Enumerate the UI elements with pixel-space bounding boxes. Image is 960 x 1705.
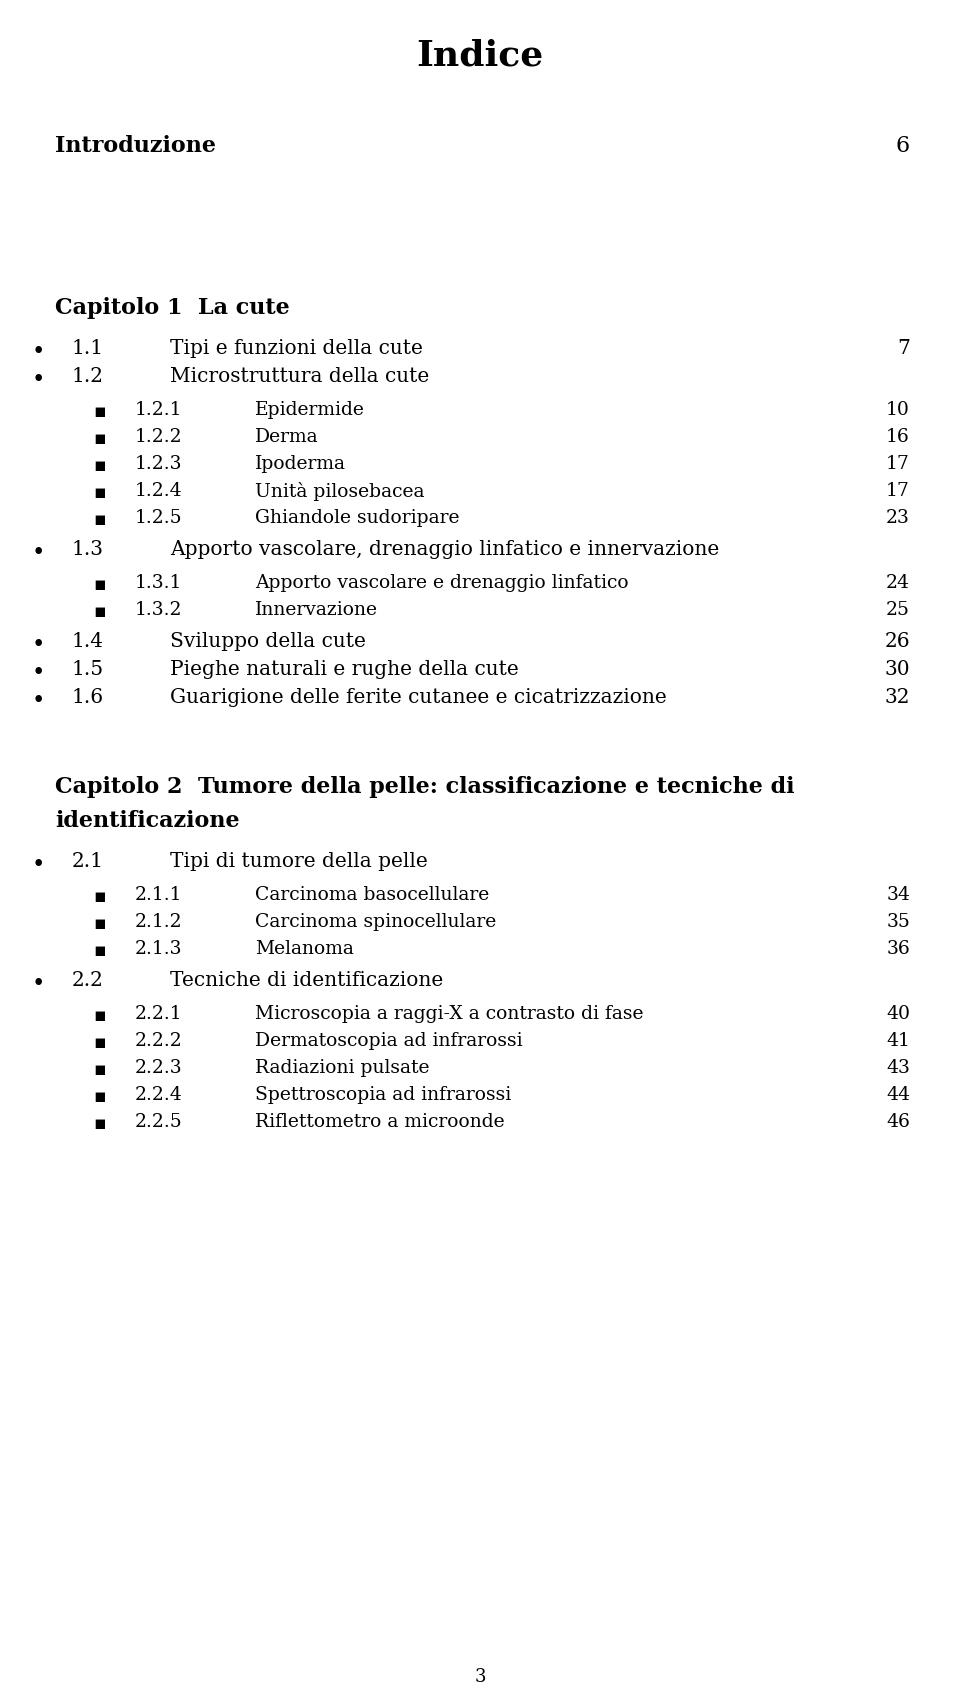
Text: 1.2.2: 1.2.2 bbox=[135, 428, 182, 447]
Text: •: • bbox=[32, 341, 45, 363]
Text: Ipoderma: Ipoderma bbox=[255, 455, 346, 472]
Text: 2.1.3: 2.1.3 bbox=[135, 939, 182, 958]
Text: Guarigione delle ferite cutanee e cicatrizzazione: Guarigione delle ferite cutanee e cicatr… bbox=[170, 689, 667, 708]
Text: •: • bbox=[32, 854, 45, 876]
Text: 23: 23 bbox=[886, 510, 910, 527]
Text: 34: 34 bbox=[886, 887, 910, 904]
Text: 1.3: 1.3 bbox=[72, 540, 104, 559]
Text: Dermatoscopia ad infrarossi: Dermatoscopia ad infrarossi bbox=[255, 1032, 522, 1050]
Text: ▪: ▪ bbox=[94, 484, 107, 501]
Text: 26: 26 bbox=[884, 633, 910, 651]
Text: 1.2.5: 1.2.5 bbox=[135, 510, 182, 527]
Text: Spettroscopia ad infrarossi: Spettroscopia ad infrarossi bbox=[255, 1086, 512, 1105]
Text: ▪: ▪ bbox=[94, 457, 107, 476]
Text: 30: 30 bbox=[884, 660, 910, 679]
Text: 2.2.5: 2.2.5 bbox=[135, 1113, 182, 1130]
Text: 3: 3 bbox=[474, 1667, 486, 1686]
Text: •: • bbox=[32, 368, 45, 390]
Text: 2.2: 2.2 bbox=[72, 972, 104, 991]
Text: •: • bbox=[32, 634, 45, 656]
Text: Apporto vascolare, drenaggio linfatico e innervazione: Apporto vascolare, drenaggio linfatico e… bbox=[170, 540, 719, 559]
Text: Ghiandole sudoripare: Ghiandole sudoripare bbox=[255, 510, 460, 527]
Text: 2.2.3: 2.2.3 bbox=[135, 1059, 182, 1078]
Text: 2.2.2: 2.2.2 bbox=[135, 1032, 182, 1050]
Text: 43: 43 bbox=[886, 1059, 910, 1078]
Text: Pieghe naturali e rughe della cute: Pieghe naturali e rughe della cute bbox=[170, 660, 518, 679]
Text: •: • bbox=[32, 662, 45, 684]
Text: •: • bbox=[32, 974, 45, 996]
Text: ▪: ▪ bbox=[94, 1008, 107, 1025]
Text: 1.1: 1.1 bbox=[72, 339, 104, 358]
Text: ▪: ▪ bbox=[94, 1033, 107, 1052]
Text: Microscopia a raggi-X a contrasto di fase: Microscopia a raggi-X a contrasto di fas… bbox=[255, 1004, 643, 1023]
Text: Derma: Derma bbox=[255, 428, 319, 447]
Text: ▪: ▪ bbox=[94, 430, 107, 448]
Text: 25: 25 bbox=[886, 600, 910, 619]
Text: Apporto vascolare e drenaggio linfatico: Apporto vascolare e drenaggio linfatico bbox=[255, 575, 629, 592]
Text: Tecniche di identificazione: Tecniche di identificazione bbox=[170, 972, 444, 991]
Text: Microstruttura della cute: Microstruttura della cute bbox=[170, 367, 429, 385]
Text: 46: 46 bbox=[886, 1113, 910, 1130]
Text: Sviluppo della cute: Sviluppo della cute bbox=[170, 633, 366, 651]
Text: ▪: ▪ bbox=[94, 1115, 107, 1134]
Text: Unità pilosebacea: Unità pilosebacea bbox=[255, 483, 424, 501]
Text: Carcinoma spinocellulare: Carcinoma spinocellulare bbox=[255, 912, 496, 931]
Text: Introduzione: Introduzione bbox=[55, 135, 216, 157]
Text: Indice: Indice bbox=[417, 38, 543, 72]
Text: ▪: ▪ bbox=[94, 402, 107, 421]
Text: 6: 6 bbox=[896, 135, 910, 157]
Text: Capitolo 1  La cute: Capitolo 1 La cute bbox=[55, 297, 290, 319]
Text: 1.5: 1.5 bbox=[72, 660, 104, 679]
Text: Epidermide: Epidermide bbox=[255, 401, 365, 419]
Text: 35: 35 bbox=[886, 912, 910, 931]
Text: 1.2.3: 1.2.3 bbox=[135, 455, 182, 472]
Text: 1.4: 1.4 bbox=[72, 633, 104, 651]
Text: 1.2.1: 1.2.1 bbox=[135, 401, 182, 419]
Text: 2.2.1: 2.2.1 bbox=[135, 1004, 182, 1023]
Text: Carcinoma basocellulare: Carcinoma basocellulare bbox=[255, 887, 490, 904]
Text: 1.2: 1.2 bbox=[72, 367, 104, 385]
Text: 7: 7 bbox=[898, 339, 910, 358]
Text: 24: 24 bbox=[886, 575, 910, 592]
Text: 2.1.1: 2.1.1 bbox=[135, 887, 182, 904]
Text: •: • bbox=[32, 542, 45, 564]
Text: 40: 40 bbox=[886, 1004, 910, 1023]
Text: •: • bbox=[32, 691, 45, 713]
Text: 2.1: 2.1 bbox=[72, 852, 104, 871]
Text: 1.3.1: 1.3.1 bbox=[135, 575, 182, 592]
Text: 16: 16 bbox=[886, 428, 910, 447]
Text: 1.6: 1.6 bbox=[72, 689, 104, 708]
Text: Melanoma: Melanoma bbox=[255, 939, 354, 958]
Text: 1.2.4: 1.2.4 bbox=[135, 483, 182, 500]
Text: ▪: ▪ bbox=[94, 512, 107, 529]
Text: ▪: ▪ bbox=[94, 604, 107, 621]
Text: Capitolo 2  Tumore della pelle: classificazione e tecniche di: Capitolo 2 Tumore della pelle: classific… bbox=[55, 776, 795, 798]
Text: Innervazione: Innervazione bbox=[255, 600, 378, 619]
Text: ▪: ▪ bbox=[94, 576, 107, 593]
Text: ▪: ▪ bbox=[94, 1061, 107, 1079]
Text: 10: 10 bbox=[886, 401, 910, 419]
Text: ▪: ▪ bbox=[94, 941, 107, 960]
Text: Radiazioni pulsate: Radiazioni pulsate bbox=[255, 1059, 429, 1078]
Text: ▪: ▪ bbox=[94, 916, 107, 933]
Text: ▪: ▪ bbox=[94, 1088, 107, 1107]
Text: Tipi di tumore della pelle: Tipi di tumore della pelle bbox=[170, 852, 428, 871]
Text: 36: 36 bbox=[886, 939, 910, 958]
Text: 2.2.4: 2.2.4 bbox=[135, 1086, 182, 1105]
Text: Tipi e funzioni della cute: Tipi e funzioni della cute bbox=[170, 339, 422, 358]
Text: 41: 41 bbox=[886, 1032, 910, 1050]
Text: Riflettometro a microonde: Riflettometro a microonde bbox=[255, 1113, 505, 1130]
Text: 32: 32 bbox=[884, 689, 910, 708]
Text: ▪: ▪ bbox=[94, 888, 107, 905]
Text: 17: 17 bbox=[886, 483, 910, 500]
Text: 44: 44 bbox=[886, 1086, 910, 1105]
Text: identificazione: identificazione bbox=[55, 810, 240, 832]
Text: 17: 17 bbox=[886, 455, 910, 472]
Text: 1.3.2: 1.3.2 bbox=[135, 600, 182, 619]
Text: 2.1.2: 2.1.2 bbox=[135, 912, 182, 931]
